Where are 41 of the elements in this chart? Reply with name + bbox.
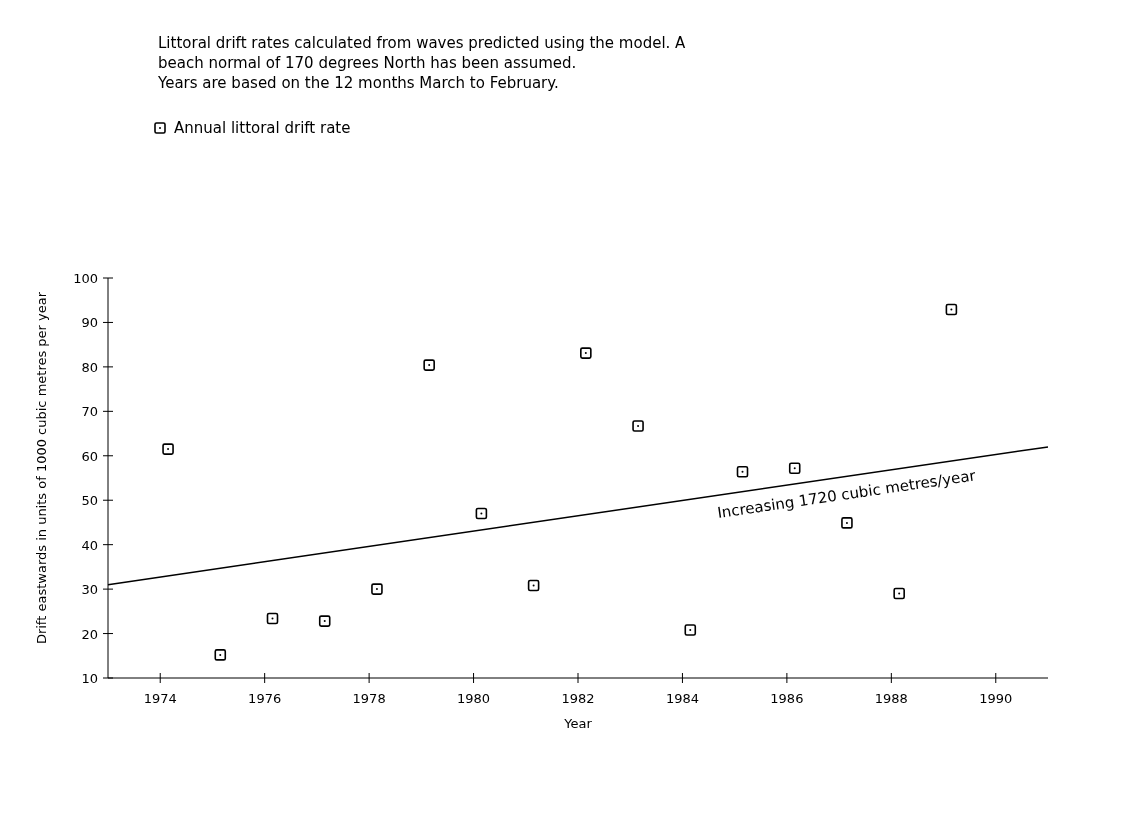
y-axis-title: Drift eastwards in units of 1000 cubic metres per year [34, 291, 49, 645]
y-tick-label: 20 [81, 626, 98, 642]
point [475, 507, 488, 520]
point [893, 587, 905, 600]
y-tick-label: 60 [81, 448, 98, 464]
y-tick-label: 30 [81, 582, 98, 598]
point [684, 624, 697, 636]
point [736, 465, 749, 478]
x-tick-label: 1990 [979, 691, 1013, 706]
point [162, 443, 174, 455]
annotation: Increasing 1720 cubic metres/year [716, 466, 978, 523]
x-tick-label: 1978 [352, 691, 386, 706]
y-tick-label: 100 [73, 271, 98, 286]
x-axis-title: Year [563, 716, 593, 731]
y-tick-label: 70 [81, 404, 98, 420]
y-tick-label: 80 [81, 359, 98, 375]
y-tick-label: 50 [81, 493, 98, 509]
point [266, 612, 279, 625]
y-tick-label: 90 [81, 315, 98, 331]
legend-label: Annual littoral drift rate [174, 119, 351, 137]
point [423, 359, 435, 371]
point [841, 517, 853, 529]
chart-title: Littoral drift rates calculated from waves predicted using the model. A beach normal of 170 degrees North has been assumed. [158, 34, 687, 72]
point [945, 303, 958, 316]
point [318, 615, 331, 627]
x-tick-label: 1980 [457, 691, 491, 706]
point [788, 462, 801, 475]
x-tick-label: 1986 [770, 691, 804, 706]
x-tick-label: 1984 [665, 691, 699, 706]
point [214, 649, 227, 661]
point [632, 420, 644, 432]
point [527, 579, 540, 592]
chart-subtitle: Years are based on the 12 months March to February. [157, 74, 559, 92]
point [580, 347, 592, 359]
x-tick-label: 1982 [561, 691, 595, 706]
x-tick-label: 1988 [874, 691, 908, 706]
point [371, 583, 383, 595]
y-tick-label: 40 [81, 537, 98, 553]
x-tick-label: 1976 [248, 691, 282, 706]
x-tick-label: 1974 [143, 691, 177, 706]
y-tick-label: 10 [81, 671, 98, 686]
